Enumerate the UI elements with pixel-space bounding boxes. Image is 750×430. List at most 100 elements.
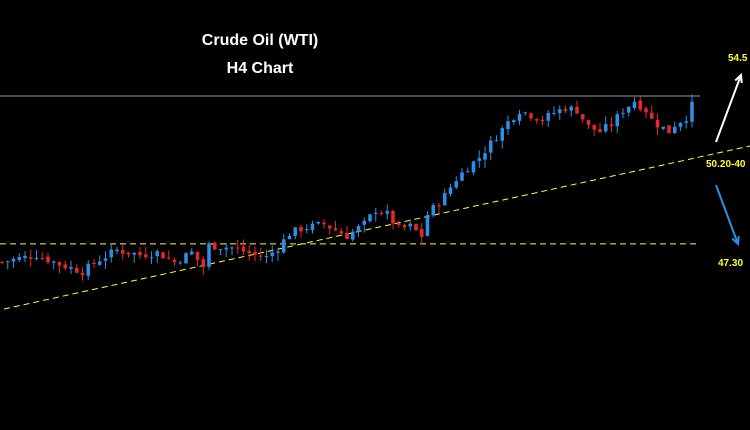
candle-body — [23, 255, 27, 259]
candle-body — [667, 125, 671, 134]
candle-body — [201, 259, 206, 268]
arrows — [715, 72, 743, 247]
candle-body — [264, 255, 269, 257]
candle-body — [483, 153, 487, 160]
candle-body — [511, 120, 516, 123]
candle-body — [11, 258, 16, 262]
candle-body — [304, 229, 309, 231]
level-label: 54.5 — [728, 53, 748, 64]
candle-body — [494, 140, 499, 142]
candle-body — [454, 181, 459, 188]
candle-body — [287, 236, 292, 240]
candle-body — [0, 261, 4, 263]
candle-body — [218, 249, 223, 251]
chart-title: Crude Oil (WTI) — [201, 32, 319, 49]
candle-body — [621, 112, 625, 114]
candle-body — [644, 108, 648, 113]
candle-body — [350, 231, 355, 240]
candle-body — [523, 112, 528, 114]
candle-body — [189, 251, 194, 255]
level-label: 47.30 — [718, 258, 743, 269]
candle-body — [362, 220, 367, 225]
candle-body — [207, 243, 211, 267]
candle-body — [488, 140, 493, 153]
candle-body — [34, 258, 39, 260]
candle-body — [465, 171, 470, 173]
candle-body — [557, 109, 562, 114]
candle-body — [615, 114, 620, 127]
candle-body — [316, 221, 321, 224]
candle-body — [448, 187, 453, 194]
candle-body — [460, 172, 464, 181]
candle-body — [632, 101, 637, 108]
candle-body — [310, 223, 315, 231]
candle-body — [109, 249, 114, 258]
candle-body — [103, 258, 108, 261]
candle-body — [339, 231, 344, 234]
candle-body — [368, 214, 372, 222]
candle-body — [391, 210, 395, 224]
candle-body — [115, 249, 119, 252]
candle-body — [603, 124, 608, 132]
chart-subtitle: H4 Chart — [226, 60, 294, 77]
candle-body — [534, 118, 539, 121]
candle-body — [161, 252, 165, 259]
candle-body — [258, 255, 263, 257]
candle-body — [149, 257, 154, 259]
candle-body — [143, 254, 148, 258]
candle-body — [172, 259, 177, 263]
level-labels: 54.5 50.20-40 47.30 — [706, 53, 748, 269]
candle-body — [247, 251, 252, 254]
candle-body — [276, 251, 280, 253]
candle-body — [270, 252, 275, 257]
candle-body — [425, 214, 430, 236]
candle-body — [569, 106, 574, 111]
candle-body — [500, 128, 505, 141]
candle-body — [552, 112, 556, 114]
candle-body — [97, 261, 102, 265]
candle-body — [46, 256, 50, 263]
candle-body — [126, 252, 131, 255]
candle-body — [293, 227, 298, 236]
candle-body — [86, 263, 91, 276]
candle-body — [195, 251, 200, 260]
candle-body — [241, 246, 246, 252]
candle-body — [678, 122, 683, 127]
candle-body — [540, 119, 545, 122]
candle-body — [299, 226, 303, 232]
candle-body — [253, 251, 257, 255]
candle-body — [408, 223, 413, 227]
candle-body — [132, 252, 137, 255]
candle-body — [74, 267, 79, 273]
candle-body — [672, 126, 677, 134]
candle-body — [684, 121, 689, 123]
candles — [0, 94, 694, 281]
candle-body — [80, 272, 85, 276]
candle-body — [609, 124, 614, 127]
candle-body — [92, 262, 96, 265]
down-arrow-shaft — [715, 184, 739, 245]
candle-body — [402, 224, 407, 228]
candle-body — [414, 224, 418, 231]
candle-body — [178, 262, 183, 264]
candle-body — [506, 121, 510, 130]
candle-body — [138, 251, 142, 256]
candle-body — [379, 213, 384, 215]
candle-body — [230, 247, 234, 249]
candle-body — [5, 261, 10, 263]
down-arrow-head — [731, 235, 740, 247]
candle-body — [419, 229, 424, 237]
candle-body — [529, 113, 533, 119]
candle-body — [586, 119, 591, 125]
level-label: 50.20-40 — [706, 159, 746, 170]
reference-lines — [0, 95, 750, 310]
candle-body — [690, 101, 694, 122]
candle-body — [120, 249, 125, 254]
candle-body — [155, 251, 160, 257]
candle-body — [655, 119, 660, 128]
candle-body — [17, 257, 22, 261]
candle-body — [638, 100, 643, 110]
candle-body — [373, 212, 378, 214]
candle-body — [333, 228, 338, 231]
